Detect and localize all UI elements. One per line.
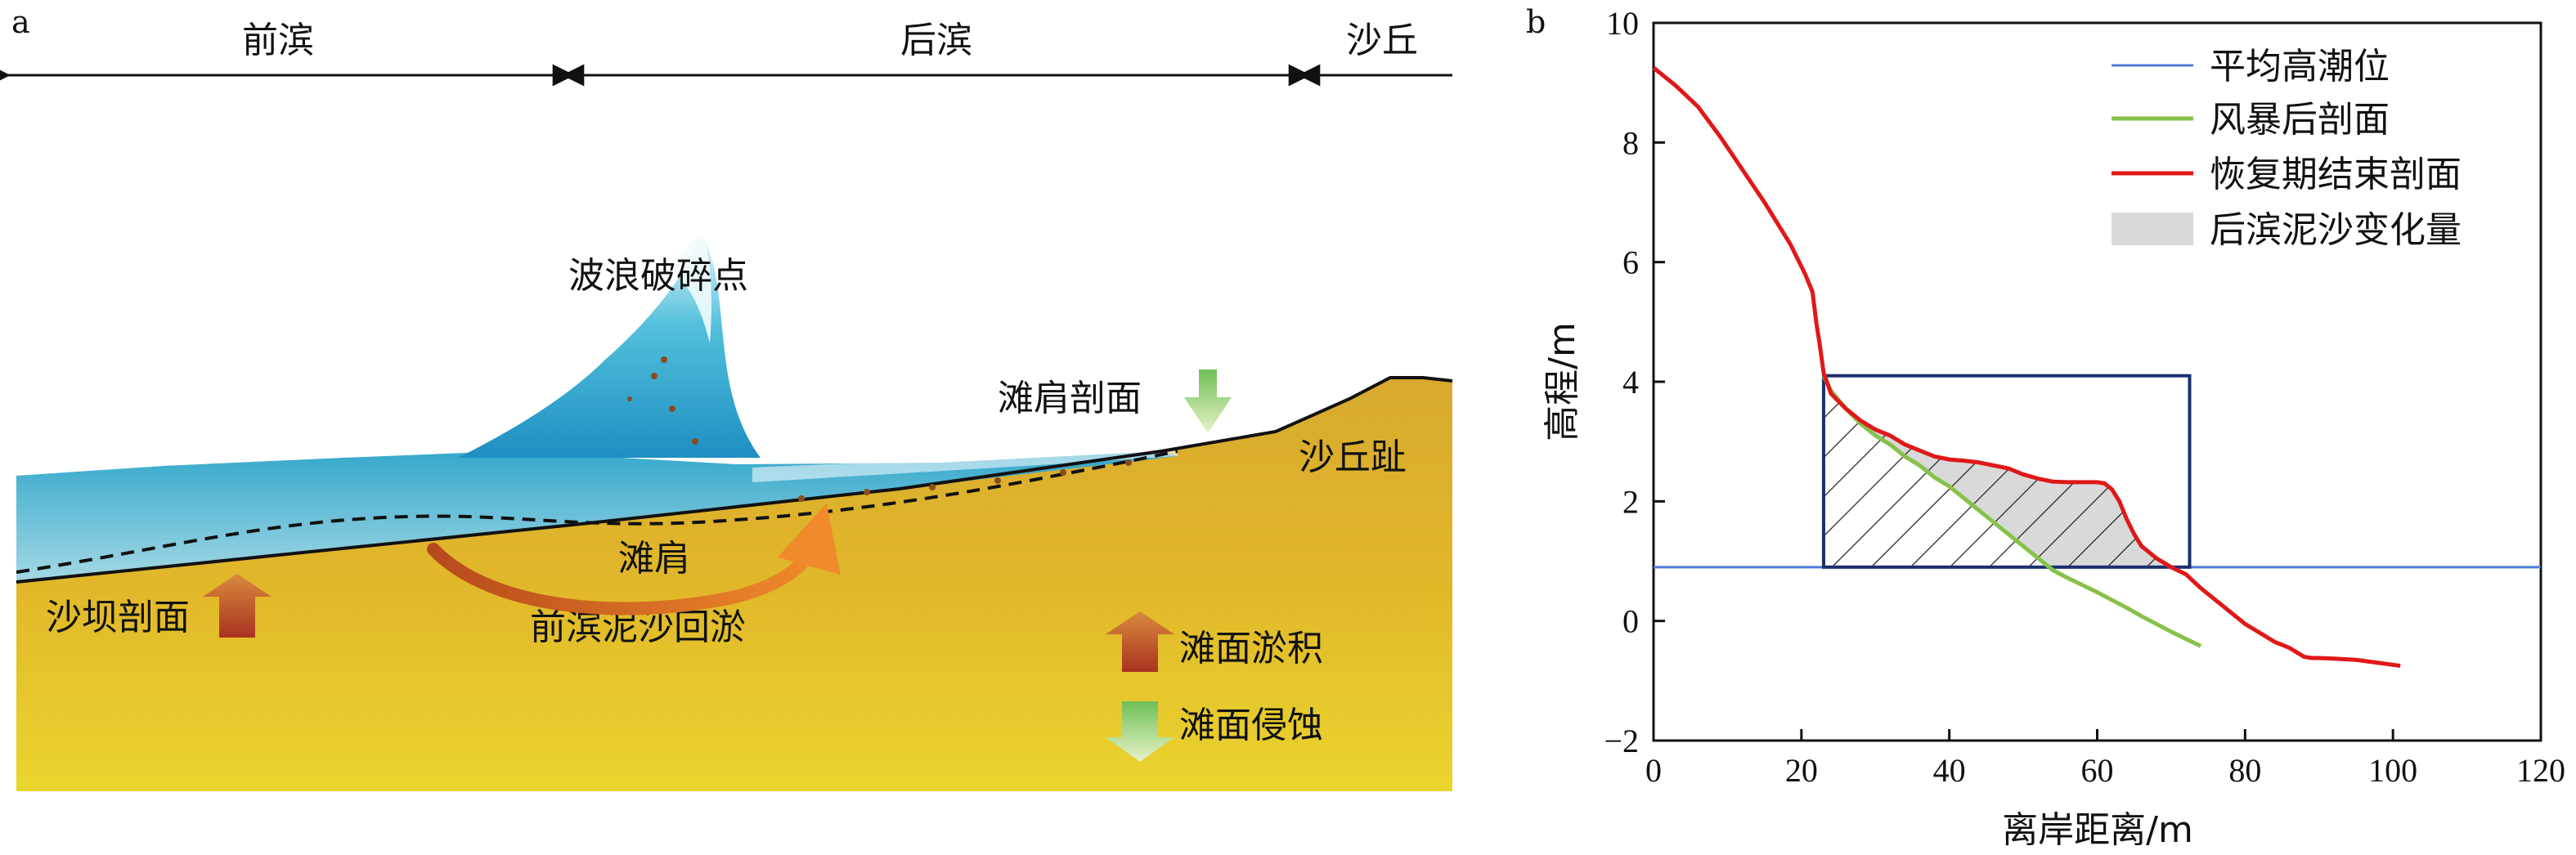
legend-recovery: 恢复期结束剖面 [2210, 154, 2462, 195]
sediment-dots [627, 356, 1132, 502]
y-tick-label: −2 [1604, 723, 1639, 759]
legend-swatch-change [2112, 213, 2193, 245]
breaking-wave [458, 237, 761, 458]
plot-frame [1652, 21, 2542, 742]
plot-layer [1652, 65, 2541, 669]
zone-arrows: 前滨 后滨 沙丘 [0, 20, 1452, 87]
sand-body [16, 378, 1452, 791]
wave-crest-foam [671, 235, 711, 343]
accretion-label: 滩面淤积 [1179, 628, 1323, 669]
accretion-up-arrow [1106, 611, 1174, 672]
y-axis-title: 高程/m [1542, 322, 1583, 441]
x-tick-label: 100 [2368, 752, 2417, 789]
swash-foam [752, 450, 1178, 482]
dune-label: 沙丘 [1346, 20, 1418, 61]
berm-profile-label: 滩肩剖面 [998, 378, 1142, 419]
legend: 平均高潮位 风暴后剖面 恢复期结束剖面 后滨泥沙变化量 [2112, 46, 2462, 251]
berm-profile-down-arrow [1184, 369, 1232, 433]
legend-post-storm: 风暴后剖面 [2210, 99, 2390, 141]
foreshore-label: 前滨 [242, 20, 314, 61]
bar-profile-up-arrow [203, 574, 272, 638]
panel-a: a 前滨 后滨 沙丘 波浪破碎点 [0, 4, 1453, 791]
y-tick-label: 0 [1622, 603, 1639, 640]
beach-profile-line [16, 376, 1453, 584]
y-tick-label: 10 [1606, 5, 1639, 42]
y-tick-label: 4 [1622, 364, 1639, 401]
y-tick-label: 8 [1622, 124, 1639, 161]
sea-water [16, 451, 1178, 582]
post-storm-hatched-area [1823, 375, 2190, 567]
x-tick-label: 60 [2081, 752, 2114, 789]
berm-label: 滩肩 [618, 538, 690, 580]
panel-b-letter: b [1526, 4, 1546, 40]
breaking-point-label: 波浪破碎点 [568, 255, 748, 297]
backshore-label: 后滨 [900, 20, 972, 61]
panel-a-letter: a [11, 4, 30, 40]
x-tick-label: 20 [1785, 752, 1818, 789]
erosion-down-arrow [1106, 701, 1174, 762]
erosion-label: 滩面侵蚀 [1179, 705, 1323, 746]
backshore-box [1821, 374, 2192, 569]
sediment-return-arrow [427, 503, 841, 616]
x-tick-label: 120 [2516, 752, 2565, 789]
series-recovery-line [1652, 65, 2401, 669]
dune-toe-label: 沙丘趾 [1299, 436, 1407, 478]
y-tick-label: 2 [1622, 483, 1639, 520]
series-post-storm-line [1821, 374, 2202, 648]
x-tick-label: 40 [1933, 752, 1966, 789]
y-tick-label: 6 [1622, 244, 1639, 281]
x-axis-title: 离岸距离/m [2002, 809, 2193, 851]
x-tick-label: 80 [2228, 752, 2261, 789]
bar-profile-label: 沙坝剖面 [46, 597, 190, 638]
legend-change: 后滨泥沙变化量 [2210, 209, 2462, 251]
x-tick-label: 0 [1645, 752, 1662, 789]
legend-mhw: 平均高潮位 [2210, 46, 2390, 87]
